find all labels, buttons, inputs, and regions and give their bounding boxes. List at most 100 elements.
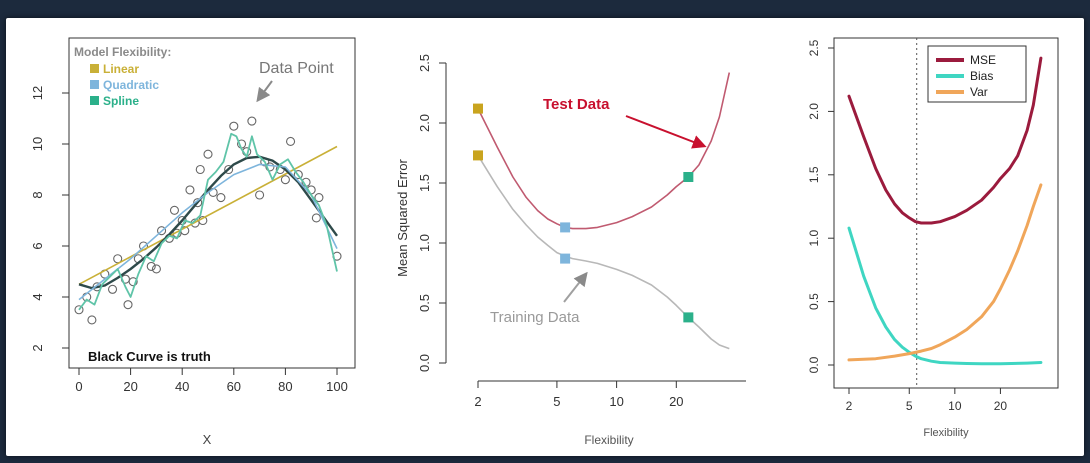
data-point xyxy=(123,300,133,310)
x-tick-label: 5 xyxy=(906,399,913,413)
data-point xyxy=(247,116,257,126)
annotation-train: Training Data xyxy=(490,309,580,326)
legend-label-bias: Bias xyxy=(970,69,993,83)
x-tick-label: 5 xyxy=(553,394,560,409)
legend-swatch-linear xyxy=(90,64,99,73)
legend-title: Model Flexibility: xyxy=(74,45,171,59)
data-point xyxy=(293,170,303,180)
test-arrow xyxy=(625,115,707,149)
slide-frame: 0 20 40 60 80 100 2 4 6 8 10 12 X Model Flexibilit… xyxy=(6,18,1084,456)
y-tick-label: 12 xyxy=(30,86,45,100)
y-tick-label: 0.5 xyxy=(417,294,432,312)
data-point xyxy=(107,284,118,294)
y-tick-label: 1.0 xyxy=(417,234,432,252)
model-marker xyxy=(473,150,483,161)
x-tick-label: 10 xyxy=(609,394,623,409)
legend-label-quadratic: Quadratic xyxy=(103,78,159,92)
legend-swatch-spline xyxy=(90,96,99,105)
panel-mse-train-test: 2 5 10 20 0.0 0.5 1.0 1.5 2.0 2.5 Mean Squared E… xyxy=(395,54,746,447)
x-tick-label: 100 xyxy=(326,379,348,394)
data-point xyxy=(286,136,296,146)
y-tick-label: 2.5 xyxy=(807,39,821,56)
legend: MSE Bias Var xyxy=(936,53,996,99)
y-tick-label: 2.0 xyxy=(807,103,821,120)
x-tick-label: 80 xyxy=(278,379,292,394)
panel-data-fit: 0 20 40 60 80 100 2 4 6 8 10 12 X Model Flexibilit… xyxy=(30,37,356,447)
y-tick-label: 8 xyxy=(30,191,45,198)
annotation-truth: Black Curve is truth xyxy=(88,349,211,364)
data-point xyxy=(146,261,156,271)
data-point xyxy=(169,205,180,215)
y-tick-label: 1.5 xyxy=(417,174,432,192)
data-point xyxy=(195,164,205,175)
data-point xyxy=(229,121,239,131)
annotation-data-point: Data Point xyxy=(259,60,334,77)
x-tick-label: 2 xyxy=(846,399,853,413)
data-point xyxy=(87,315,97,325)
data-point xyxy=(255,190,265,200)
y-axis: 0.0 0.5 1.0 1.5 2.0 2.5 xyxy=(417,54,446,372)
y-tick-label: 6 xyxy=(30,242,45,249)
data-point xyxy=(74,305,84,315)
plot-box xyxy=(68,37,356,369)
data-point xyxy=(280,175,290,185)
curve-test-data xyxy=(477,72,731,230)
x-axis: 2 5 10 20 xyxy=(846,388,1008,413)
y-tick-label: 4 xyxy=(30,293,45,300)
y-tick-label: 1.5 xyxy=(807,166,821,183)
curve-spline xyxy=(78,132,338,311)
model-markers xyxy=(473,103,694,323)
x-axis-label: Flexibility xyxy=(923,427,969,439)
annotation-test: Test Data xyxy=(543,96,610,113)
x-tick-label: 40 xyxy=(175,379,189,394)
decomposition-curves xyxy=(847,56,1043,366)
y-tick-label: 2.0 xyxy=(417,114,432,132)
data-point xyxy=(311,213,321,223)
x-tick-label: 20 xyxy=(123,379,137,394)
data-point xyxy=(203,149,213,159)
data-point xyxy=(151,264,161,274)
curve-truth xyxy=(78,155,338,290)
curve-training-data xyxy=(477,154,730,350)
model-marker xyxy=(473,103,483,114)
model-marker xyxy=(683,312,694,323)
x-tick-label: 20 xyxy=(994,399,1008,413)
y-tick-label: 0.0 xyxy=(417,354,432,372)
y-axis: 0.0 0.5 1.0 1.5 2.0 2.5 xyxy=(807,39,834,373)
figure-canvas: 0 20 40 60 80 100 2 4 6 8 10 12 X Model Flexibilit… xyxy=(30,37,1059,447)
data-point xyxy=(265,162,275,172)
x-tick-label: 60 xyxy=(227,379,241,394)
curve-var xyxy=(847,183,1043,362)
y-tick-label: 2 xyxy=(30,344,45,351)
y-axis-label: Mean Squared Error xyxy=(395,158,410,276)
x-tick-label: 2 xyxy=(474,394,481,409)
legend-swatch-quadratic xyxy=(90,80,99,89)
legend-label-mse: MSE xyxy=(970,53,996,67)
error-curves xyxy=(477,72,731,350)
y-tick-label: 10 xyxy=(30,137,45,151)
plot-box xyxy=(833,37,1059,389)
data-point xyxy=(157,226,167,236)
data-points xyxy=(74,116,342,325)
x-tick-label: 20 xyxy=(669,394,683,409)
y-tick-label: 1.0 xyxy=(807,230,821,247)
fit-curves xyxy=(78,132,338,311)
model-marker xyxy=(560,222,571,233)
legend-label-var: Var xyxy=(970,85,988,99)
y-tick-label: 2.5 xyxy=(417,54,432,72)
x-axis: 0 20 40 60 80 100 xyxy=(75,368,348,394)
curve-linear xyxy=(78,145,338,286)
data-point xyxy=(314,193,324,203)
curve-quadratic xyxy=(78,163,338,301)
x-axis-label: X xyxy=(203,432,212,447)
x-tick-label: 10 xyxy=(948,399,962,413)
x-axis-label: Flexibility xyxy=(584,433,633,447)
data-point xyxy=(128,277,138,287)
legend: Linear Quadratic Spline xyxy=(90,62,159,108)
train-arrow xyxy=(563,271,588,303)
model-marker xyxy=(683,172,694,182)
data-point xyxy=(185,185,195,195)
data-point xyxy=(224,164,234,175)
data-point-arrow xyxy=(256,80,273,103)
curve-mse xyxy=(847,56,1043,225)
